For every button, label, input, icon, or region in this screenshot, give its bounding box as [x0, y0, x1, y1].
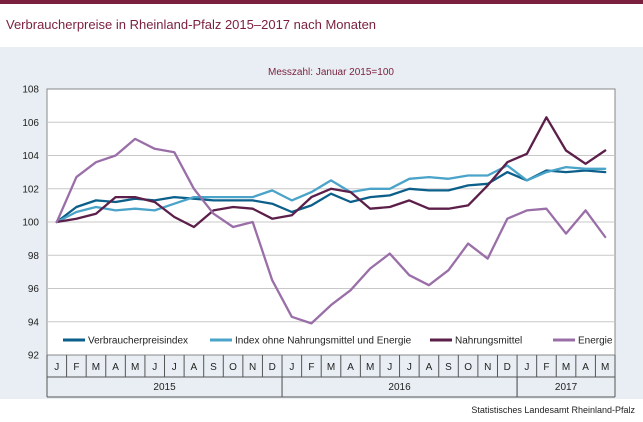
legend-label-3: Energie	[578, 336, 613, 347]
y-tick-label: 104	[22, 151, 39, 162]
month-tick-label: J	[407, 362, 412, 373]
month-tick-label: D	[269, 362, 276, 373]
month-tick-label: S	[445, 362, 452, 373]
month-tick-label: M	[327, 362, 335, 373]
y-tick-label: 106	[22, 118, 39, 129]
month-tick-label: J	[289, 362, 294, 373]
y-tick-label: 108	[22, 85, 39, 96]
x-axis: J F M A M J J A S O N D J F M A M J J A S O N D J F M A M 2015 2016 201…	[46, 355, 616, 398]
month-tick-label: A	[582, 362, 589, 373]
month-tick-label: A	[191, 362, 198, 373]
y-tick-label: 94	[28, 317, 40, 328]
month-tick-label: O	[229, 362, 237, 373]
series-line-2	[55, 116, 607, 229]
month-tick-label: F	[73, 362, 79, 373]
year-label: 2016	[388, 382, 411, 393]
month-tick-label: A	[347, 362, 354, 373]
month-tick-label: M	[562, 362, 570, 373]
month-tick-label: S	[210, 362, 217, 373]
month-tick-label: A	[426, 362, 433, 373]
top-accent-bar	[0, 0, 643, 4]
y-tick-label: 92	[28, 351, 40, 362]
month-tick-label: D	[504, 362, 511, 373]
year-label: 2015	[153, 382, 176, 393]
year-label: 2017	[555, 382, 578, 393]
series-line-3	[55, 137, 607, 325]
month-tick-label: O	[464, 362, 472, 373]
source-note: Statistisches Landesamt Rheinland-Pfalz	[471, 405, 635, 415]
y-tick-label: 102	[22, 184, 39, 195]
month-tick-label: J	[387, 362, 392, 373]
month-tick-label: M	[366, 362, 374, 373]
month-tick-label: J	[172, 362, 177, 373]
month-tick-label: N	[484, 362, 491, 373]
legend: Verbraucherpreisindex Index ohne Nahrungs…	[63, 336, 613, 347]
month-tick-label: M	[92, 362, 100, 373]
page-title: Verbraucherpreise in Rheinland-Pfalz 201…	[6, 17, 377, 32]
month-tick-label: F	[308, 362, 314, 373]
month-tick-label: N	[249, 362, 256, 373]
month-tick-label: M	[601, 362, 609, 373]
month-tick-label: J	[152, 362, 157, 373]
month-tick-label: M	[131, 362, 139, 373]
y-tick-label: 100	[22, 218, 39, 229]
legend-label-2: Nahrungsmittel	[455, 336, 522, 347]
month-tick-label: J	[524, 362, 529, 373]
legend-label-0: Verbraucherpreisindex	[88, 336, 188, 347]
series-lines	[55, 116, 607, 325]
legend-label-1: Index ohne Nahrungsmittel und Energie	[235, 336, 412, 347]
month-tick-label: F	[543, 362, 549, 373]
y-tick-label: 98	[28, 251, 40, 262]
month-tick-label: A	[112, 362, 119, 373]
series-line-1	[55, 164, 607, 224]
month-tick-label: J	[54, 362, 59, 373]
y-axis: 92 94 96 98 100 102 104 106 108	[22, 85, 39, 362]
chart-subtitle: Messzahl: Januar 2015=100	[268, 67, 394, 78]
y-tick-label: 96	[28, 284, 40, 295]
